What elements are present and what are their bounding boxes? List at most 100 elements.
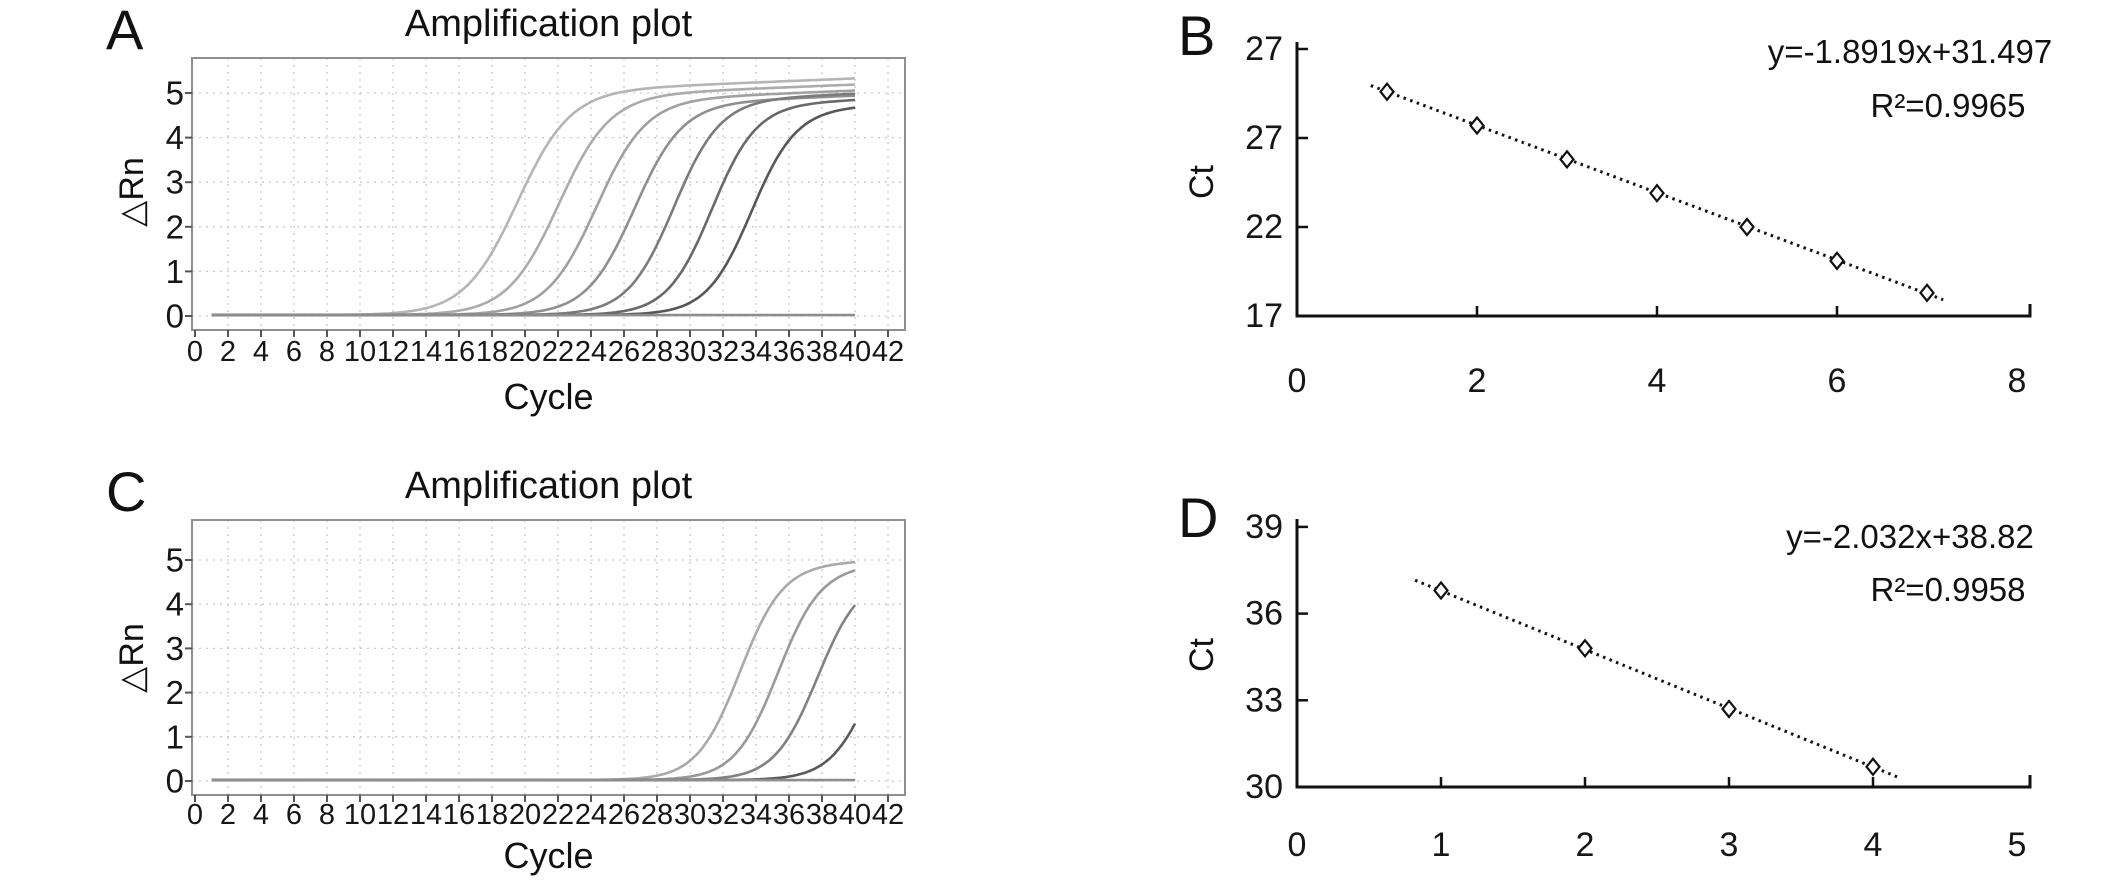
svg-text:6: 6 [1828,362,1847,400]
svg-text:0: 0 [187,799,203,831]
svg-text:0: 0 [1288,362,1307,400]
svg-text:27: 27 [1245,30,1283,68]
svg-text:2: 2 [220,799,236,831]
svg-text:34: 34 [740,799,772,831]
panel-a-y-axis-title: △Rn [113,157,151,227]
panel-b-equation: y=-1.8919x+31.497 [1767,33,2053,70]
svg-text:26: 26 [608,336,640,368]
panel-a-label: A [106,0,144,61]
svg-text:3: 3 [1720,826,1739,864]
svg-text:8: 8 [319,336,335,368]
svg-text:36: 36 [1245,595,1283,633]
svg-text:2: 2 [220,336,236,368]
chart-D-axes [1295,519,2032,789]
svg-text:1: 1 [166,718,184,755]
svg-text:22: 22 [1245,208,1283,246]
svg-text:8: 8 [2008,362,2027,400]
svg-text:5: 5 [2008,826,2027,864]
svg-text:0: 0 [166,298,184,335]
svg-text:10: 10 [344,336,376,368]
svg-text:32: 32 [707,336,739,368]
data-point [1577,638,1593,659]
svg-text:38: 38 [806,336,838,368]
data-point [1919,283,1935,303]
svg-text:3: 3 [166,630,184,667]
svg-text:42: 42 [872,336,904,368]
chart-panel-B: 0 2 4 6 8 27 27 22 17 [1245,30,2032,400]
svg-text:16: 16 [443,336,475,368]
svg-text:2: 2 [166,674,184,711]
panel-c-y-axis-title: △Rn [113,623,151,693]
chart-D-ticks: 0 1 2 3 4 5 39 36 33 30 [1245,508,2026,864]
svg-text:26: 26 [608,799,640,831]
svg-text:4: 4 [166,586,184,623]
svg-text:39: 39 [1245,508,1283,546]
chart-panel-C: 0 2 4 6 8 10 12 14 16 18 20 22 24 26 28 30 32 34 36 38 40 420… [166,519,906,832]
svg-text:14: 14 [410,799,442,831]
svg-text:28: 28 [641,799,673,831]
svg-text:1: 1 [1432,826,1451,864]
svg-text:6: 6 [286,799,302,831]
svg-text:2: 2 [1576,826,1595,864]
svg-text:22: 22 [542,336,574,368]
data-point [1379,81,1395,102]
svg-text:12: 12 [377,336,409,368]
panel-b-y-axis-title: Ct [1183,165,1221,199]
svg-text:34: 34 [740,336,772,368]
svg-text:4: 4 [253,336,269,368]
svg-text:5: 5 [166,75,184,112]
chart-B-axes [1295,42,2032,318]
svg-text:0: 0 [187,336,203,368]
svg-text:4: 4 [1864,826,1883,864]
curve-standard-3 [211,89,856,317]
svg-text:1: 1 [166,253,184,290]
svg-text:28: 28 [641,336,673,368]
chart-C-ticks: 0 2 4 6 8 10 12 14 16 18 20 22 24 26 28 30 32 34 36 38 40 420… [166,542,904,832]
panel-c-x-axis-title: Cycle [503,835,594,876]
svg-text:10: 10 [344,799,376,831]
svg-text:4: 4 [166,119,184,156]
data-point [1433,580,1449,601]
svg-text:22: 22 [542,799,574,831]
svg-text:12: 12 [377,799,409,831]
svg-text:36: 36 [773,799,805,831]
svg-text:42: 42 [872,799,904,831]
svg-text:5: 5 [166,542,184,579]
svg-text:40: 40 [839,336,871,368]
svg-text:27: 27 [1245,119,1283,157]
panel-d-equation: y=-2.032x+38.82 [1786,518,2034,555]
panel-b-r-squared: R²=0.9965 [1870,87,2026,124]
data-point [1559,149,1575,170]
data-point [1469,115,1485,136]
chart-panel-D: 0 1 2 3 4 5 39 36 33 30 [1245,508,2032,864]
chart-panel-A: 0 2 4 6 8 10 12 14 16 18 20 22 24 26 28 30 32 34 36 38 40 420… [166,57,906,368]
panel-d-r-squared: R²=0.9958 [1870,571,2026,608]
chart-A-series [211,77,856,317]
curve-standard-6 [211,98,856,317]
svg-text:6: 6 [286,336,302,368]
curve-sample-2 [211,569,856,782]
chart-D-trendline [1414,578,1900,779]
svg-text:32: 32 [707,799,739,831]
chart-C-series [211,560,857,782]
chart-B-ticks: 0 2 4 6 8 27 27 22 17 [1245,30,2026,400]
panel-b-label: B [1178,4,1216,67]
svg-text:2: 2 [166,208,184,245]
panel-d-y-axis-title: Ct [1183,638,1221,672]
svg-text:20: 20 [509,336,541,368]
svg-text:2: 2 [1468,362,1487,400]
svg-text:33: 33 [1245,681,1283,719]
svg-text:17: 17 [1245,297,1283,335]
curve-sample-1 [211,560,856,782]
curve-sample-4 [211,722,857,782]
svg-text:0: 0 [1288,826,1307,864]
curve-standard-4 [211,94,856,317]
curve-standard-7 [211,106,856,317]
svg-text:0: 0 [166,763,184,800]
chart-A-plot-border [191,57,906,331]
svg-text:38: 38 [806,799,838,831]
data-point [1649,183,1665,203]
svg-text:4: 4 [1648,362,1667,400]
